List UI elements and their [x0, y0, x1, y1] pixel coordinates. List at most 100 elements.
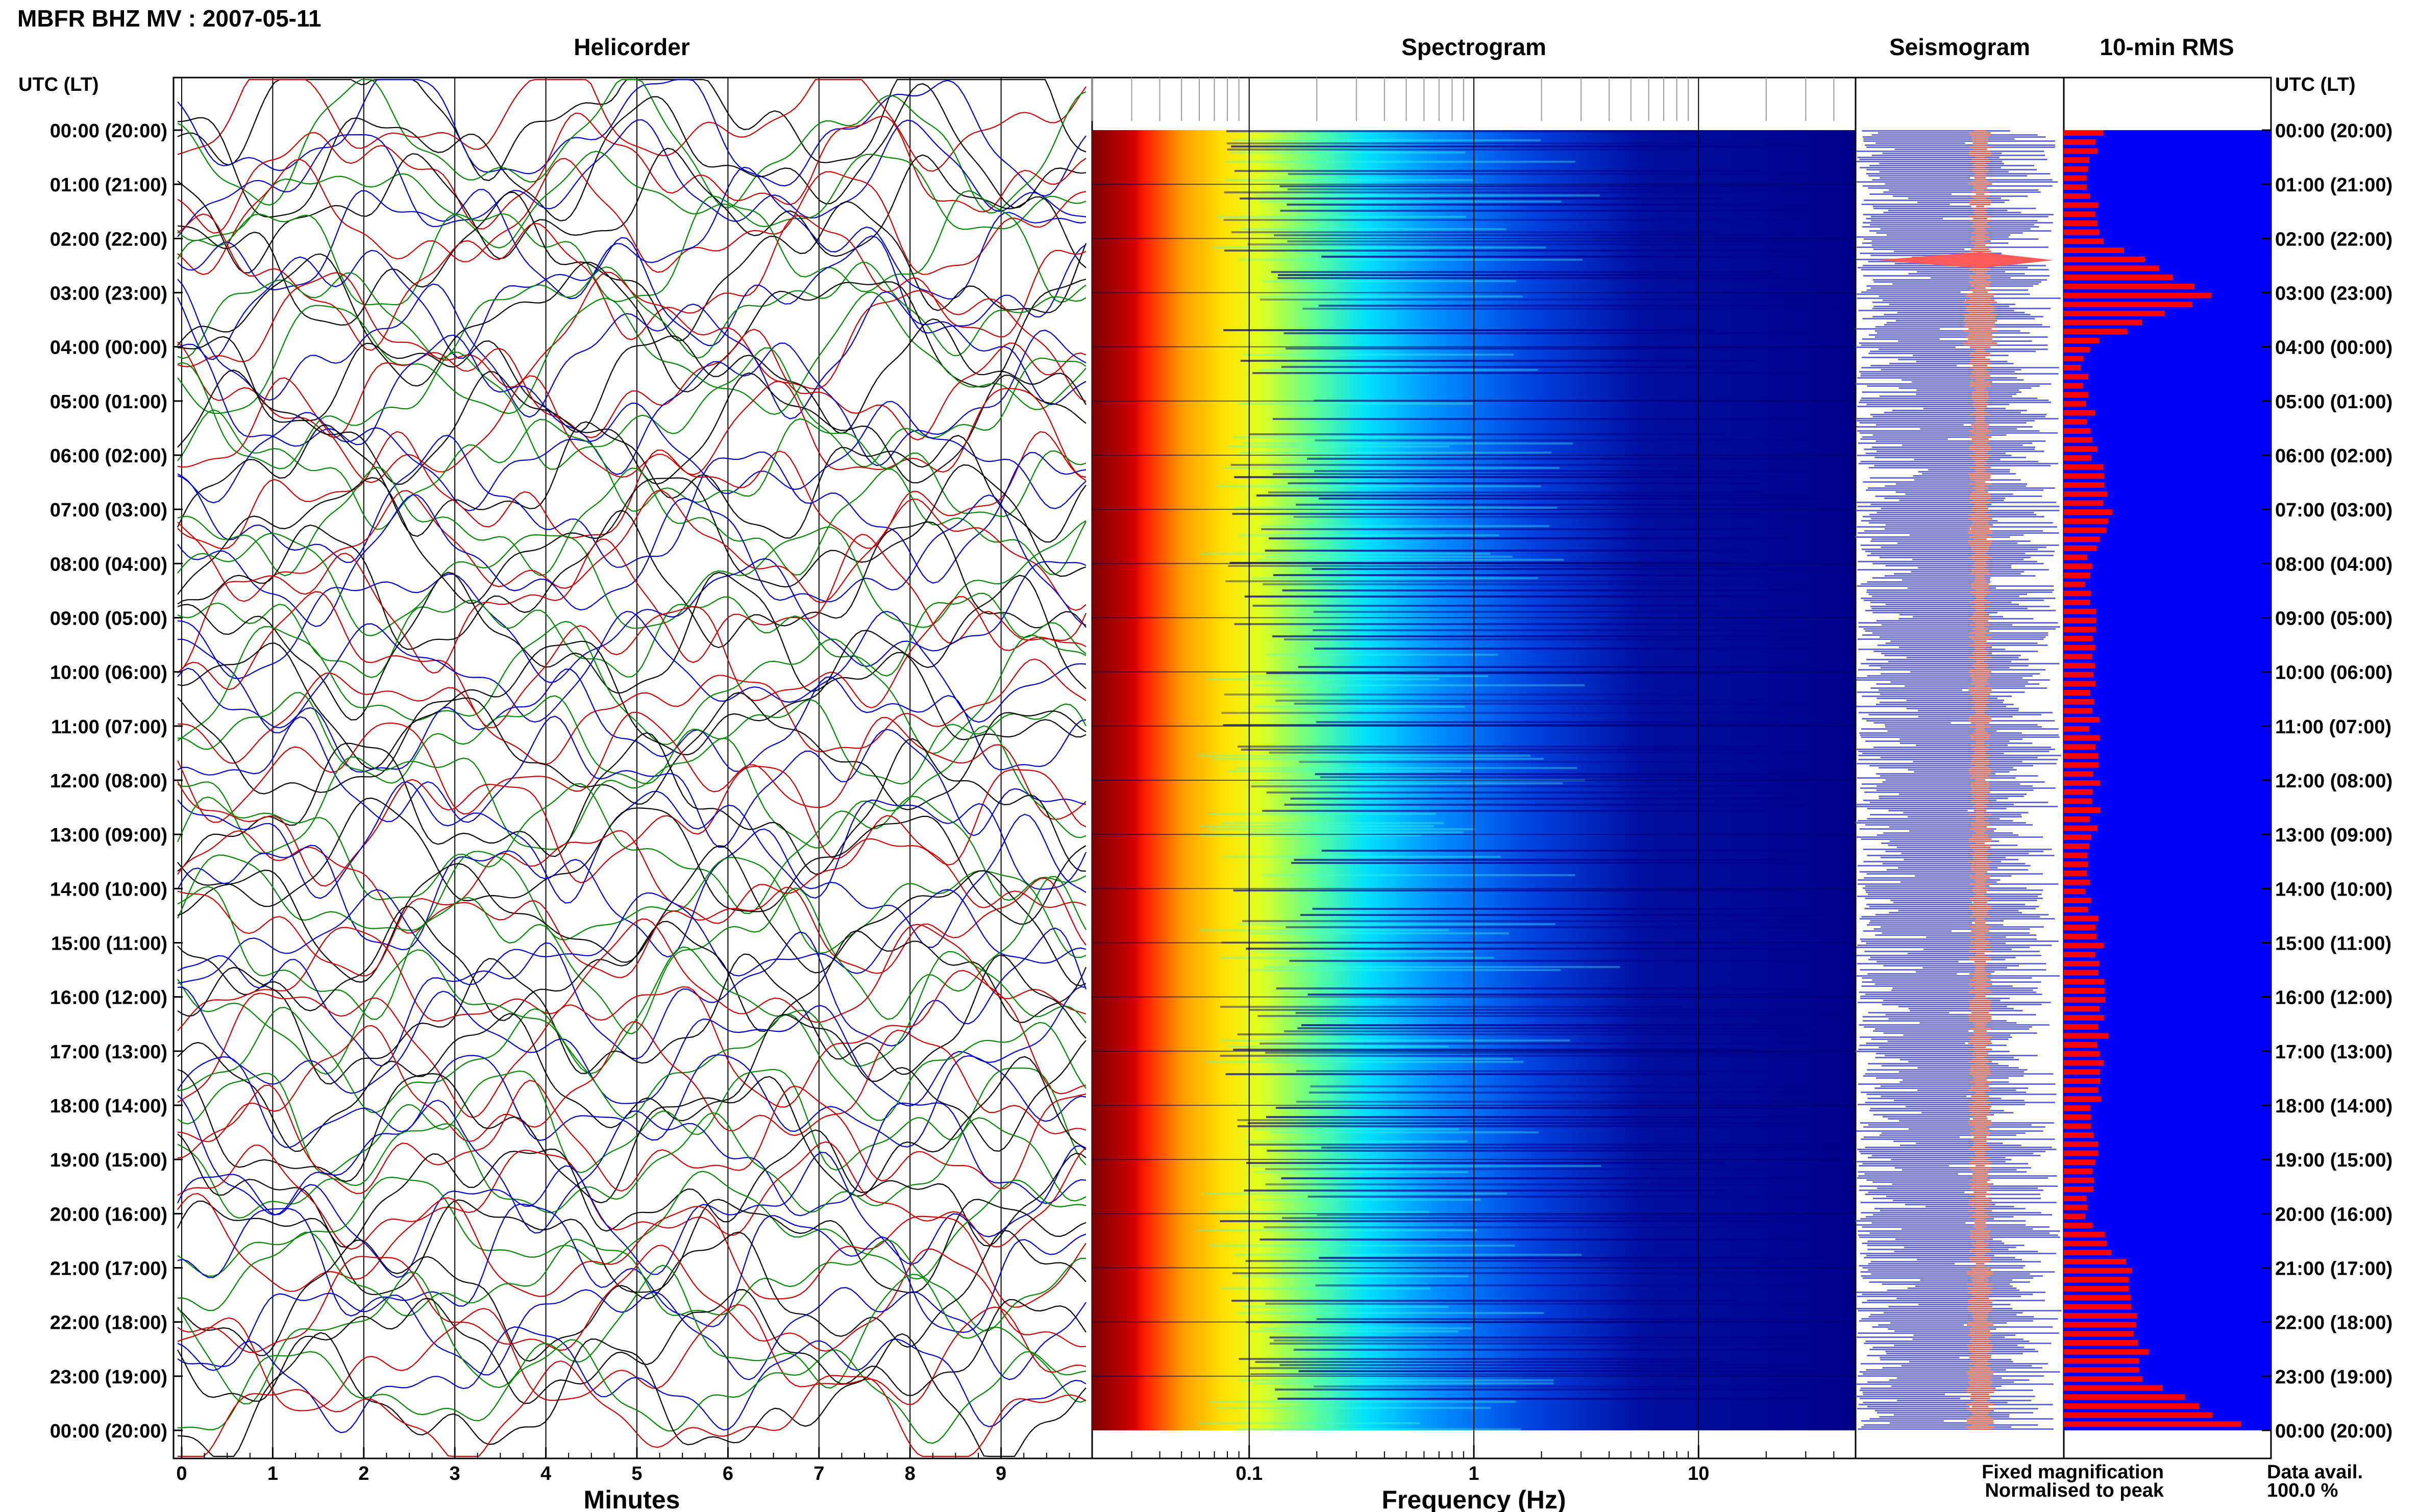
spectrogram-texture [1313, 629, 1895, 631]
seismogram-normalised-envelope [1973, 859, 1987, 860]
rms-bar [2064, 545, 2097, 551]
seismogram-normalised-envelope [1970, 495, 1990, 497]
rms-bar [2064, 933, 2097, 939]
rms-bar [2064, 1186, 2094, 1193]
seismogram-fixed-envelope [1880, 1085, 1974, 1087]
spectrogram-texture [1251, 782, 1563, 784]
spectrogram-texture [1221, 822, 1444, 824]
rms-bar [2064, 329, 2128, 335]
seismogram-fixed-envelope [1870, 365, 1957, 366]
rms-bar [2064, 202, 2099, 208]
seismogram-normalised-envelope [1973, 696, 1987, 697]
seismogram-normalised-envelope [1971, 800, 1989, 801]
seismogram-fixed-envelope [1857, 879, 2001, 881]
seismogram-fixed-envelope [1862, 1302, 1978, 1303]
seismogram-normalised-envelope [1973, 187, 1987, 189]
seismogram-fixed-envelope [1881, 653, 1992, 654]
seismogram-normalised-envelope [1968, 1355, 1992, 1356]
seismogram-fixed-envelope [1879, 395, 2012, 397]
rms-bar [2064, 437, 2093, 443]
seismogram-normalised-envelope [1973, 442, 1987, 444]
seismogram-fixed-envelope [1898, 618, 2034, 619]
seismogram-normalised-envelope [1969, 1102, 1991, 1103]
seismogram-fixed-envelope [1871, 538, 1981, 540]
seismogram-fixed-envelope [1859, 1265, 2026, 1267]
seismogram-normalised-envelope [1970, 298, 1990, 299]
seismogram-fixed-envelope [1881, 1132, 2026, 1134]
seismogram-normalised-envelope [1969, 1259, 1991, 1260]
seismogram-normalised-envelope [1970, 359, 1990, 360]
seismogram-normalised-envelope [1967, 1287, 1993, 1289]
rms-bar [2064, 1033, 2109, 1039]
helicorder-trace [178, 1360, 1087, 1457]
seismogram-fixed-envelope [1863, 1373, 1985, 1375]
seismogram-normalised-envelope [1976, 1212, 1985, 1213]
seismogram-fixed-envelope [1871, 216, 2048, 217]
rms-bar [2064, 292, 2212, 299]
helicorder-trace [177, 1332, 1087, 1457]
helicorder-trace [177, 1203, 1087, 1333]
rms-bar [2064, 302, 2193, 308]
seismogram-fixed-envelope [1856, 236, 2009, 238]
seismogram-panel [1855, 77, 2065, 1459]
seismogram-fixed-envelope [1858, 310, 2014, 311]
seismogram-fixed-envelope [1859, 342, 1983, 344]
seismogram-normalised-envelope [1973, 1281, 1987, 1283]
spectrogram-texture [1307, 458, 1836, 460]
seismogram-normalised-envelope [1973, 1077, 1987, 1079]
seismogram-normalised-envelope [1968, 153, 1992, 154]
seismogram-normalised-envelope [1963, 320, 1997, 321]
seismogram-normalised-envelope [1970, 1330, 1990, 1332]
spectrogram-texture [1298, 1370, 1900, 1372]
spectrogram-texture [1233, 507, 1558, 509]
seismogram-normalised-envelope [1970, 624, 1990, 626]
spectrogram-texture [1275, 1389, 1865, 1391]
seismogram-normalised-envelope [1976, 661, 1985, 662]
time-label-right: 01:00 (21:00) [2275, 175, 2392, 196]
seismogram-fixed-envelope [1859, 918, 2055, 920]
seismogram-normalised-envelope [1971, 940, 1989, 942]
seismogram-normalised-envelope [1974, 608, 1986, 609]
rms-bar [2064, 319, 2142, 326]
helicorder-trace [177, 271, 1087, 402]
seismogram-fixed-envelope [1860, 544, 2059, 546]
seismogram-normalised-envelope [1971, 1336, 1989, 1338]
seismogram-normalised-envelope [1970, 1369, 1990, 1371]
rms-bar [2064, 148, 2098, 154]
seismogram-fixed-envelope [1875, 424, 1964, 426]
spectrogram-texture [1220, 1220, 1819, 1222]
seismogram-fixed-envelope [1876, 1077, 2009, 1079]
seismogram-fixed-envelope [1895, 491, 1984, 493]
seismogram-fixed-envelope [1861, 344, 2048, 346]
seismogram-normalised-envelope [1969, 385, 1991, 387]
spectrogram-texture [1224, 693, 1693, 696]
seismogram-fixed-envelope [1859, 1371, 2060, 1373]
seismogram-normalised-envelope [1970, 847, 1990, 848]
seismogram-normalised-envelope [1973, 538, 1987, 540]
seismogram-fixed-envelope [1892, 1183, 1993, 1185]
helicorder-trace [177, 510, 1087, 650]
seismogram-normalised-envelope [1972, 849, 1988, 850]
seismogram-normalised-envelope [1971, 616, 1989, 617]
spectrogram-texture [1253, 1382, 1554, 1384]
helicorder-trace [177, 1230, 1087, 1362]
seismogram-normalised-envelope [1974, 357, 1986, 358]
spectrogram-texture [1233, 889, 1799, 891]
seismogram-normalised-envelope [1969, 1257, 1991, 1258]
seismogram-fixed-envelope [1894, 1345, 2018, 1346]
seismogram-fixed-envelope [1872, 434, 2007, 436]
seismogram-fixed-envelope [1860, 461, 2038, 462]
seismogram-normalised-envelope [1968, 720, 1992, 722]
seismogram-fixed-envelope [1883, 191, 2041, 193]
seismogram-normalised-envelope [1971, 749, 1989, 750]
seismogram-normalised-envelope [1975, 885, 1985, 887]
seismogram-fixed-envelope [1894, 1330, 1978, 1332]
seismogram-fixed-envelope [1872, 416, 2045, 417]
rms-bar [2064, 1367, 2139, 1373]
seismogram-fixed-envelope [1860, 1271, 2055, 1273]
seismogram-fixed-envelope [1876, 683, 2040, 685]
seismogram-normalised-envelope [1966, 295, 1994, 297]
seismogram-normalised-envelope [1972, 1075, 1988, 1077]
seismogram-normalised-envelope [1972, 1326, 1988, 1328]
seismogram-fixed-envelope [1857, 430, 2040, 432]
